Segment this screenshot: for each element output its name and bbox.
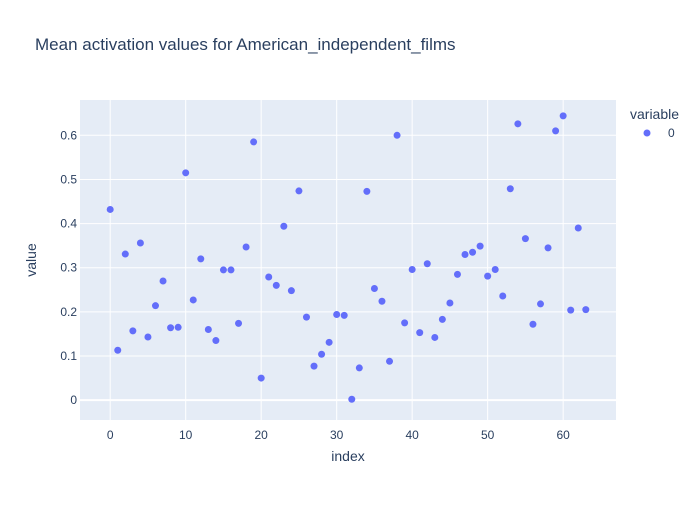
data-point[interactable] [446, 299, 454, 307]
data-point[interactable] [506, 185, 514, 193]
data-point[interactable] [310, 362, 318, 370]
data-point[interactable] [476, 242, 484, 250]
data-point[interactable] [408, 265, 416, 273]
y-tick-label: 0 [70, 393, 77, 407]
data-point[interactable] [159, 277, 167, 285]
data-point[interactable] [552, 127, 560, 135]
data-point[interactable] [431, 333, 439, 341]
data-point[interactable] [136, 239, 144, 247]
data-point[interactable] [574, 224, 582, 232]
data-point[interactable] [219, 266, 227, 274]
data-point[interactable] [461, 250, 469, 258]
data-point[interactable] [416, 329, 424, 337]
x-axis-label: index [331, 448, 364, 464]
data-point[interactable] [272, 281, 280, 289]
y-tick-label: 0.1 [60, 349, 77, 363]
data-point[interactable] [197, 255, 205, 263]
x-tick-label: 10 [179, 428, 193, 442]
data-point[interactable] [182, 169, 190, 177]
data-point[interactable] [189, 296, 197, 304]
legend-marker [643, 129, 651, 137]
data-point[interactable] [386, 357, 394, 365]
legend-item-label[interactable]: 0 [668, 126, 675, 140]
x-tick-label: 60 [556, 428, 570, 442]
data-point[interactable] [537, 300, 545, 308]
y-tick-label: 0.2 [60, 305, 77, 319]
y-tick-label: 0.6 [60, 128, 77, 142]
data-point[interactable] [257, 374, 265, 382]
data-point[interactable] [318, 350, 326, 358]
data-point[interactable] [333, 311, 341, 319]
data-point[interactable] [114, 346, 122, 354]
data-point[interactable] [204, 326, 212, 334]
x-tick-label: 40 [405, 428, 419, 442]
data-point[interactable] [144, 333, 152, 341]
x-tick-label: 0 [107, 428, 114, 442]
data-point[interactable] [287, 287, 295, 295]
y-tick-label: 0.5 [60, 172, 77, 186]
data-point[interactable] [280, 222, 288, 230]
data-point[interactable] [559, 112, 567, 120]
data-point[interactable] [529, 320, 537, 328]
data-point[interactable] [484, 272, 492, 280]
data-point[interactable] [499, 292, 507, 300]
data-point[interactable] [363, 187, 371, 195]
data-points[interactable] [106, 112, 590, 403]
data-point[interactable] [582, 306, 590, 314]
data-point[interactable] [370, 284, 378, 292]
data-point[interactable] [567, 306, 575, 314]
plot-area [80, 100, 616, 420]
data-point[interactable] [106, 205, 114, 213]
data-point[interactable] [151, 302, 159, 310]
x-tick-label: 30 [330, 428, 344, 442]
data-point[interactable] [423, 260, 431, 268]
data-point[interactable] [340, 311, 348, 319]
tick-labels: 0 10 20 30 40 50 60 0 0.1 0.2 0.3 0.4 0.5 0.6 [60, 128, 570, 442]
data-point[interactable] [212, 337, 220, 345]
data-point[interactable] [348, 395, 356, 403]
data-point[interactable] [544, 244, 552, 252]
data-point[interactable] [401, 319, 409, 327]
data-point[interactable] [325, 338, 333, 346]
data-point[interactable] [250, 138, 258, 146]
y-tick-label: 0.3 [60, 261, 77, 275]
x-tick-label: 50 [481, 428, 495, 442]
data-point[interactable] [295, 187, 303, 195]
data-point[interactable] [242, 243, 250, 251]
data-point[interactable] [378, 297, 386, 305]
data-point[interactable] [393, 131, 401, 139]
y-axis-label: value [23, 243, 39, 277]
data-point[interactable] [227, 266, 235, 274]
data-point[interactable] [235, 319, 243, 327]
data-point[interactable] [514, 120, 522, 128]
data-point[interactable] [521, 235, 529, 243]
legend: variable 0 [630, 106, 679, 140]
chart-title: Mean activation values for American_inde… [35, 35, 456, 54]
data-point[interactable] [438, 315, 446, 323]
data-point[interactable] [491, 265, 499, 273]
x-tick-label: 20 [255, 428, 269, 442]
data-point[interactable] [453, 270, 461, 278]
gridlines [80, 100, 616, 420]
data-point[interactable] [355, 364, 363, 372]
y-tick-label: 0.4 [60, 217, 77, 231]
legend-title: variable [630, 106, 679, 122]
data-point[interactable] [167, 324, 175, 332]
data-point[interactable] [469, 248, 477, 256]
data-point[interactable] [265, 273, 273, 281]
data-point[interactable] [174, 323, 182, 331]
data-point[interactable] [121, 250, 129, 258]
data-point[interactable] [129, 327, 137, 335]
data-point[interactable] [302, 313, 310, 321]
